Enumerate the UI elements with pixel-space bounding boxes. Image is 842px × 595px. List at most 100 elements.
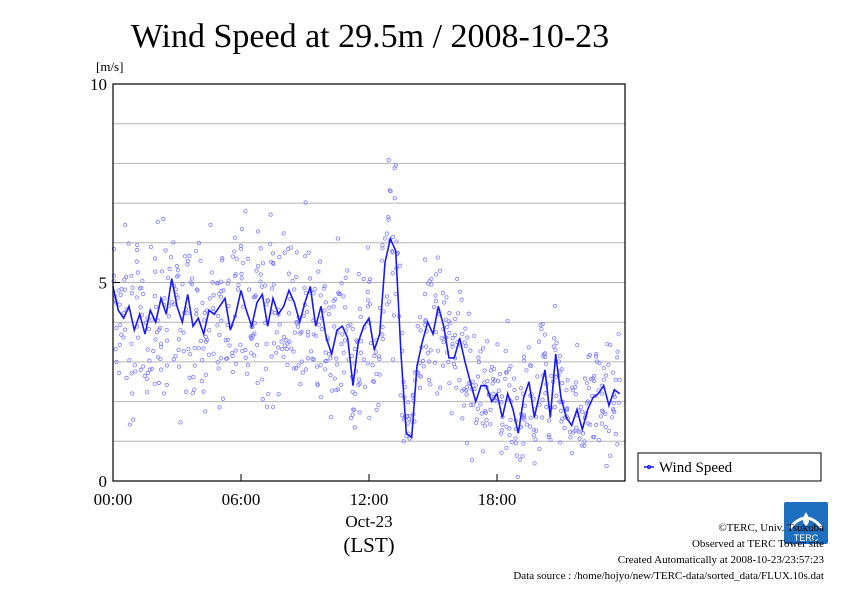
data-point bbox=[240, 348, 245, 354]
data-point bbox=[134, 247, 140, 253]
data-point bbox=[176, 364, 182, 369]
data-point bbox=[585, 399, 590, 404]
data-point bbox=[552, 303, 557, 309]
data-point bbox=[444, 295, 449, 300]
data-point bbox=[289, 346, 294, 351]
data-point bbox=[451, 361, 456, 367]
data-point bbox=[181, 349, 186, 354]
data-point bbox=[230, 353, 235, 358]
data-point bbox=[292, 330, 297, 335]
data-point bbox=[302, 253, 308, 259]
data-point bbox=[234, 256, 239, 261]
data-point bbox=[322, 308, 327, 313]
data-point bbox=[193, 249, 199, 254]
data-point bbox=[468, 348, 473, 353]
data-point bbox=[601, 377, 606, 382]
data-point bbox=[249, 336, 254, 341]
data-point bbox=[232, 235, 237, 240]
data-point bbox=[263, 283, 268, 288]
x-axis-date-label: Oct-23 bbox=[345, 512, 392, 531]
data-point bbox=[606, 428, 612, 434]
data-point bbox=[522, 403, 528, 408]
data-point bbox=[455, 276, 460, 282]
data-point bbox=[464, 387, 469, 393]
data-point bbox=[304, 310, 310, 315]
data-point bbox=[334, 356, 339, 361]
data-point bbox=[598, 414, 603, 419]
data-point bbox=[312, 287, 317, 292]
data-point bbox=[300, 370, 305, 375]
data-point bbox=[263, 366, 268, 371]
data-point bbox=[138, 367, 143, 373]
data-point bbox=[421, 364, 426, 369]
y-tick-label: 5 bbox=[99, 274, 108, 293]
data-point bbox=[147, 367, 152, 372]
data-point bbox=[428, 382, 433, 387]
data-point bbox=[515, 474, 520, 479]
data-point bbox=[420, 358, 426, 364]
data-point bbox=[482, 423, 487, 428]
data-point bbox=[482, 368, 487, 373]
data-point bbox=[311, 291, 316, 296]
data-point bbox=[435, 255, 440, 260]
data-point bbox=[470, 379, 475, 384]
data-point bbox=[331, 304, 336, 309]
data-point bbox=[123, 222, 128, 228]
data-point bbox=[392, 196, 397, 201]
data-point bbox=[524, 368, 529, 373]
data-point bbox=[329, 414, 334, 420]
data-point bbox=[324, 358, 329, 364]
data-point bbox=[130, 391, 135, 396]
data-point bbox=[343, 275, 348, 280]
data-point bbox=[422, 291, 428, 297]
data-point bbox=[153, 304, 159, 309]
data-point bbox=[254, 268, 259, 273]
data-point bbox=[599, 421, 605, 426]
data-point bbox=[271, 341, 277, 346]
data-point bbox=[407, 436, 412, 441]
data-point bbox=[448, 321, 453, 326]
data-point bbox=[135, 270, 140, 275]
data-point bbox=[434, 272, 439, 277]
data-point bbox=[463, 343, 469, 349]
data-point bbox=[116, 370, 122, 375]
data-point bbox=[474, 417, 479, 422]
data-point bbox=[542, 351, 548, 356]
data-point bbox=[306, 250, 311, 255]
data-point bbox=[543, 361, 549, 366]
data-point bbox=[386, 158, 391, 163]
data-point bbox=[390, 249, 395, 254]
data-point bbox=[176, 347, 181, 352]
data-point bbox=[492, 366, 497, 372]
data-point bbox=[140, 278, 145, 283]
data-point bbox=[255, 264, 261, 269]
data-point bbox=[569, 451, 574, 456]
data-point bbox=[219, 318, 224, 323]
data-point bbox=[203, 409, 208, 414]
x-axis-timezone-label: (LST) bbox=[343, 533, 394, 557]
data-point bbox=[187, 253, 192, 258]
data-point bbox=[368, 341, 374, 346]
data-point bbox=[559, 408, 564, 413]
data-point bbox=[540, 397, 545, 402]
data-point bbox=[546, 418, 552, 423]
data-point bbox=[323, 350, 328, 355]
data-point bbox=[549, 373, 554, 378]
data-point bbox=[350, 412, 355, 417]
data-point bbox=[310, 356, 315, 361]
y-tick-label: 0 bbox=[99, 472, 108, 491]
data-point bbox=[153, 269, 158, 274]
data-point bbox=[199, 378, 205, 384]
data-point bbox=[384, 231, 389, 236]
data-point bbox=[462, 340, 467, 345]
data-point bbox=[388, 189, 393, 194]
data-point bbox=[596, 438, 602, 443]
data-point bbox=[520, 454, 525, 459]
data-point bbox=[290, 278, 295, 284]
data-point bbox=[146, 326, 152, 332]
data-point bbox=[464, 392, 469, 397]
data-point bbox=[292, 287, 297, 292]
data-point bbox=[423, 317, 428, 323]
terc-logo-icon: TERC bbox=[784, 502, 828, 544]
data-point bbox=[554, 340, 559, 345]
